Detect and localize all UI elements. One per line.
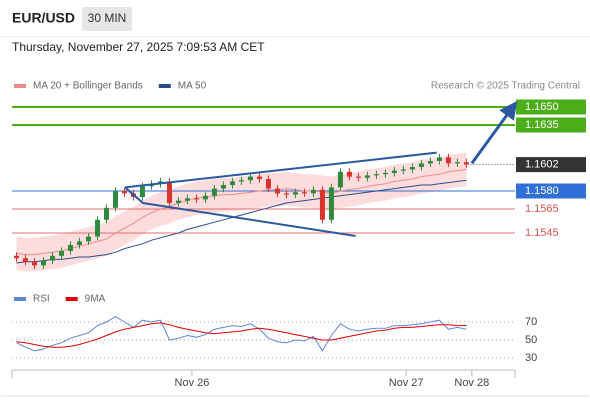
level-label: 1.1650 bbox=[525, 101, 559, 113]
x-tick-label: Nov 28 bbox=[454, 377, 489, 389]
candle-body bbox=[355, 176, 361, 178]
candle-body bbox=[463, 162, 469, 165]
moving-average bbox=[16, 168, 467, 256]
interval[interactable]: 30 MIN bbox=[88, 11, 127, 25]
x-tick-label: Nov 26 bbox=[175, 377, 210, 389]
y-tick-label: 50 bbox=[525, 334, 537, 346]
level-label: 1.1602 bbox=[525, 159, 559, 171]
candle-body bbox=[67, 245, 73, 251]
legend-label: MA 50 bbox=[178, 81, 207, 92]
interval-tab[interactable] bbox=[82, 7, 132, 31]
candle-body bbox=[373, 174, 379, 176]
candle-body bbox=[436, 157, 442, 161]
trendline bbox=[470, 100, 518, 165]
level-box bbox=[516, 183, 586, 199]
candle-body bbox=[13, 255, 19, 259]
candle-body bbox=[139, 186, 145, 197]
level-label: 1.1565 bbox=[525, 203, 559, 215]
timestamp: Thursday, November 27, 2025 7:09:53 AM C… bbox=[12, 40, 265, 54]
level-label: 1.1635 bbox=[525, 119, 559, 131]
separator bbox=[0, 36, 590, 37]
legend-label: MA 20 + Bollinger Bands bbox=[33, 81, 143, 92]
candle-body bbox=[247, 176, 253, 181]
candle-body bbox=[337, 171, 343, 188]
candle-body bbox=[382, 173, 388, 175]
candle-body bbox=[301, 192, 307, 194]
candle-body bbox=[31, 261, 37, 266]
candle-body bbox=[184, 198, 190, 201]
moving-average bbox=[16, 179, 467, 264]
level-label: 1.1545 bbox=[525, 227, 559, 239]
candle-body bbox=[346, 171, 352, 177]
frame-bottom bbox=[0, 395, 590, 397]
candle-body bbox=[229, 181, 235, 185]
candle-body bbox=[166, 181, 172, 203]
candle-body bbox=[274, 188, 280, 194]
candle-body bbox=[292, 192, 298, 195]
candle-body bbox=[49, 255, 55, 261]
candle-body bbox=[238, 180, 244, 182]
candle-body bbox=[328, 187, 334, 220]
candle-body bbox=[175, 200, 181, 203]
candle-body bbox=[310, 189, 316, 194]
candle-body bbox=[319, 189, 325, 220]
candle-body bbox=[22, 258, 28, 262]
candle-body bbox=[256, 176, 262, 179]
level-box bbox=[516, 99, 586, 115]
x-tick-label: Nov 27 bbox=[389, 377, 424, 389]
legend-label: 9MA bbox=[85, 294, 106, 305]
candle-body bbox=[112, 191, 118, 208]
candle-body bbox=[454, 162, 460, 164]
candle-body bbox=[40, 260, 46, 266]
level-label: 1.1580 bbox=[525, 185, 559, 197]
candle-body bbox=[76, 241, 82, 245]
level-box bbox=[516, 117, 586, 133]
trendline bbox=[124, 151, 437, 189]
candle-body bbox=[400, 169, 406, 171]
candle-body bbox=[193, 198, 199, 200]
level-box bbox=[516, 157, 586, 173]
candle-body bbox=[265, 179, 271, 189]
bollinger-band bbox=[16, 152, 467, 272]
candle-body bbox=[391, 170, 397, 173]
candle-body bbox=[220, 185, 226, 189]
symbol: EUR/USD bbox=[12, 10, 75, 26]
candle-body bbox=[94, 219, 100, 237]
candle-body bbox=[211, 188, 217, 196]
trendline bbox=[124, 186, 356, 237]
candle-body bbox=[409, 167, 415, 170]
y-tick-label: 30 bbox=[525, 352, 537, 364]
candle-body bbox=[58, 251, 64, 256]
candle-body bbox=[121, 191, 127, 194]
credit: Research © 2025 Trading Central bbox=[431, 81, 580, 92]
candle-body bbox=[427, 161, 433, 164]
legend-label: RSI bbox=[33, 294, 50, 305]
candle-body bbox=[103, 207, 109, 220]
indicator-line bbox=[16, 322, 467, 348]
candle-body bbox=[202, 195, 208, 200]
candle-body bbox=[445, 157, 451, 164]
candle-body bbox=[364, 175, 370, 178]
candle-body bbox=[283, 193, 289, 195]
candle-body bbox=[85, 236, 91, 242]
y-tick-label: 70 bbox=[525, 316, 537, 328]
candle-body bbox=[418, 163, 424, 167]
indicator-line bbox=[16, 316, 467, 352]
